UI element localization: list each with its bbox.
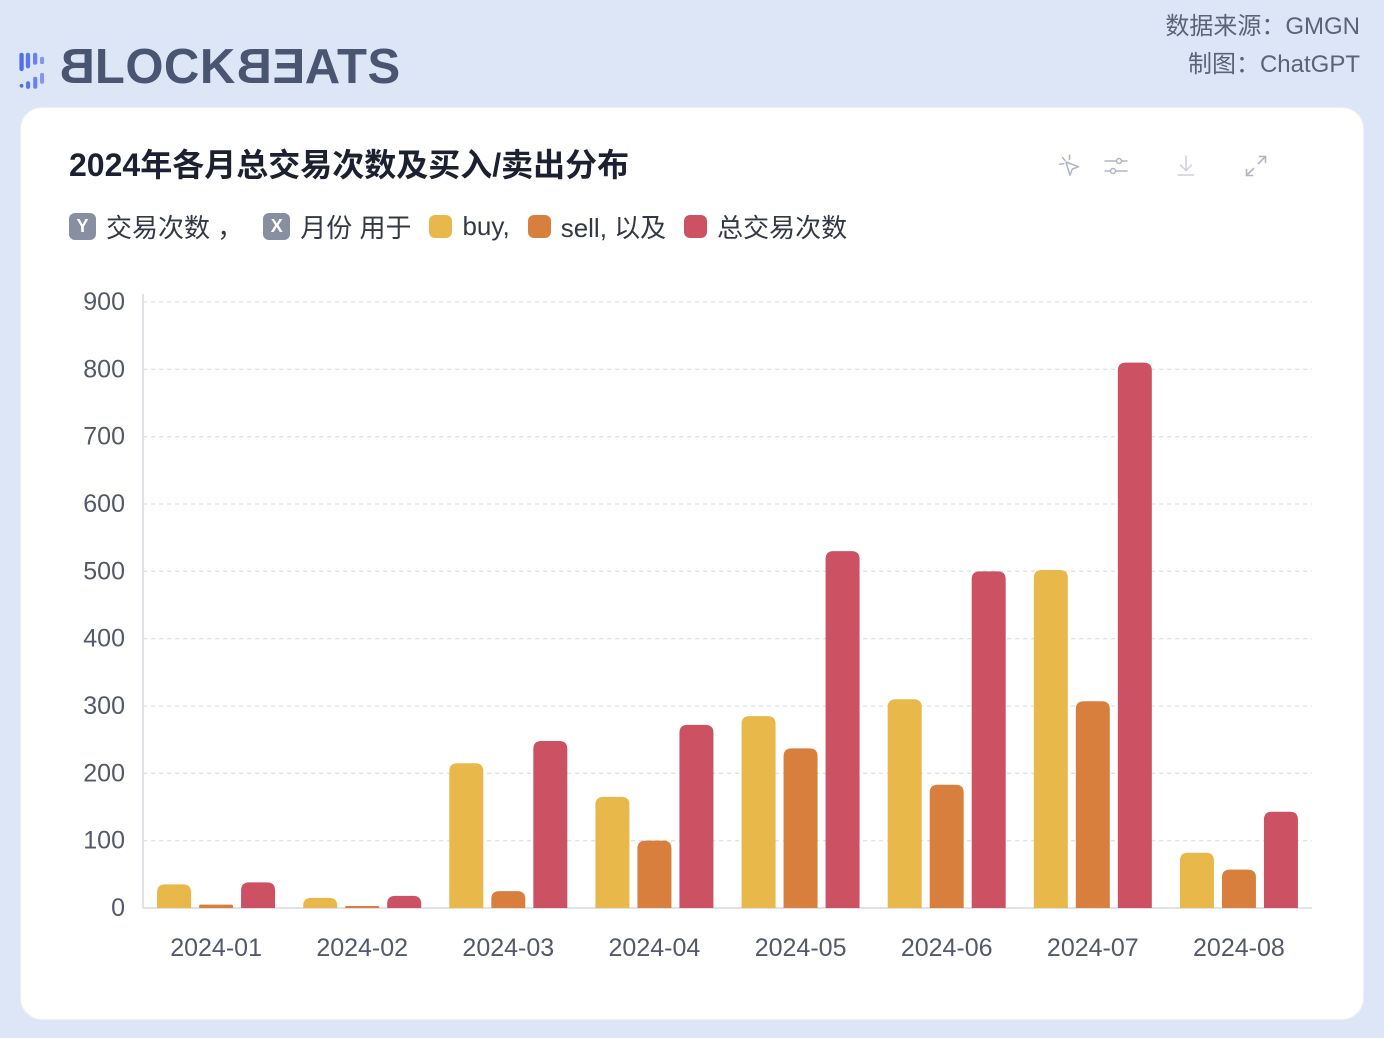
svg-text:900: 900 — [83, 288, 125, 316]
svg-text:0: 0 — [111, 894, 125, 922]
svg-text:200: 200 — [83, 759, 125, 787]
svg-text:300: 300 — [83, 692, 125, 720]
svg-text:500: 500 — [83, 557, 125, 585]
svg-text:2024-01: 2024-01 — [170, 934, 262, 962]
svg-text:600: 600 — [83, 490, 125, 518]
svg-text:700: 700 — [83, 423, 125, 451]
svg-text:2024-07: 2024-07 — [1047, 934, 1139, 962]
svg-text:2024-03: 2024-03 — [462, 934, 554, 962]
svg-text:2024-05: 2024-05 — [755, 934, 847, 962]
svg-text:2024-06: 2024-06 — [901, 934, 993, 962]
svg-text:2024-02: 2024-02 — [316, 934, 408, 962]
svg-text:100: 100 — [83, 827, 125, 855]
svg-text:2024-08: 2024-08 — [1193, 934, 1285, 962]
svg-text:400: 400 — [83, 625, 125, 653]
svg-text:2024-04: 2024-04 — [609, 934, 701, 962]
svg-text:800: 800 — [83, 355, 125, 383]
